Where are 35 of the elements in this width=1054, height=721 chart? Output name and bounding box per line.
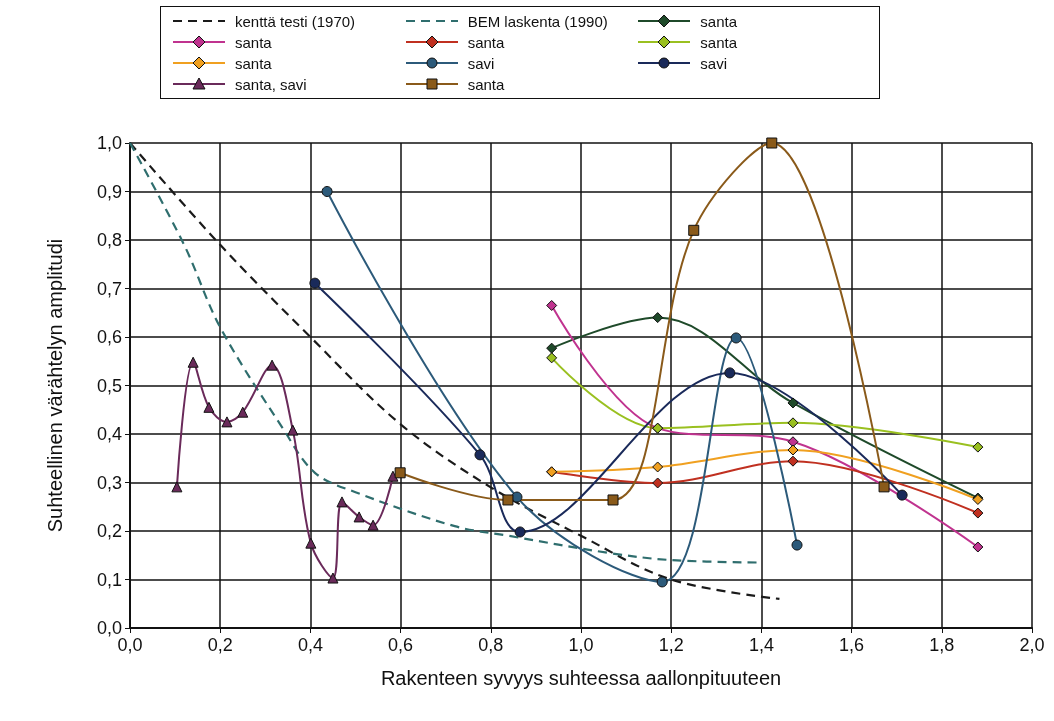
legend-label: BEM laskenta (1990) xyxy=(467,12,608,30)
x-tick-label: 1,6 xyxy=(839,635,865,655)
legend-label: santa xyxy=(467,33,505,51)
y-tick-label: 0,9 xyxy=(96,181,122,202)
x-tick-label: 2,0 xyxy=(1019,635,1045,655)
x-tick-label: 0,4 xyxy=(297,635,323,655)
y-tick-label: 0,7 xyxy=(96,278,122,299)
legend-label: santa xyxy=(235,54,272,72)
y-tick-label: 0,6 xyxy=(96,327,122,347)
x-tick-label: 0,2 xyxy=(207,635,233,655)
y-tick-label: 0,3 xyxy=(96,472,122,493)
y-tick-label: 0,4 xyxy=(96,424,122,444)
legend-label: santa xyxy=(235,33,272,51)
legend-label: santa xyxy=(700,33,738,51)
y-axis-title: Suhteellinen värähtelyn amplitudi xyxy=(44,238,66,533)
y-tick-label: 0,8 xyxy=(96,230,122,250)
x-tick-label: 0,6 xyxy=(388,635,414,655)
legend-label: savi xyxy=(467,54,495,72)
legend-label: kenttä testi (1970) xyxy=(235,12,356,30)
legend-label: savi xyxy=(700,54,728,72)
y-tick-label: 0,5 xyxy=(96,375,122,396)
legend-label: santa, savi xyxy=(235,75,307,93)
x-tick-label: 1,8 xyxy=(929,635,955,655)
x-axis-title: Rakenteen syvyys suhteessa aallonpituuteen xyxy=(380,667,782,689)
x-tick-label: 1,4 xyxy=(748,635,774,655)
x-tick-label: 0,0 xyxy=(117,635,143,655)
y-tick-label: 0,0 xyxy=(96,618,122,638)
x-tick-label: 0,8 xyxy=(478,635,504,655)
legend-label: santa xyxy=(467,75,505,93)
y-tick-label: 0,2 xyxy=(96,521,122,541)
x-tick-label: 1,2 xyxy=(658,635,684,655)
y-tick-label: 1,0 xyxy=(96,133,122,153)
legend-label: santa xyxy=(700,12,738,30)
y-tick-label: 0,1 xyxy=(96,569,122,590)
x-tick-label: 1,0 xyxy=(568,635,594,655)
